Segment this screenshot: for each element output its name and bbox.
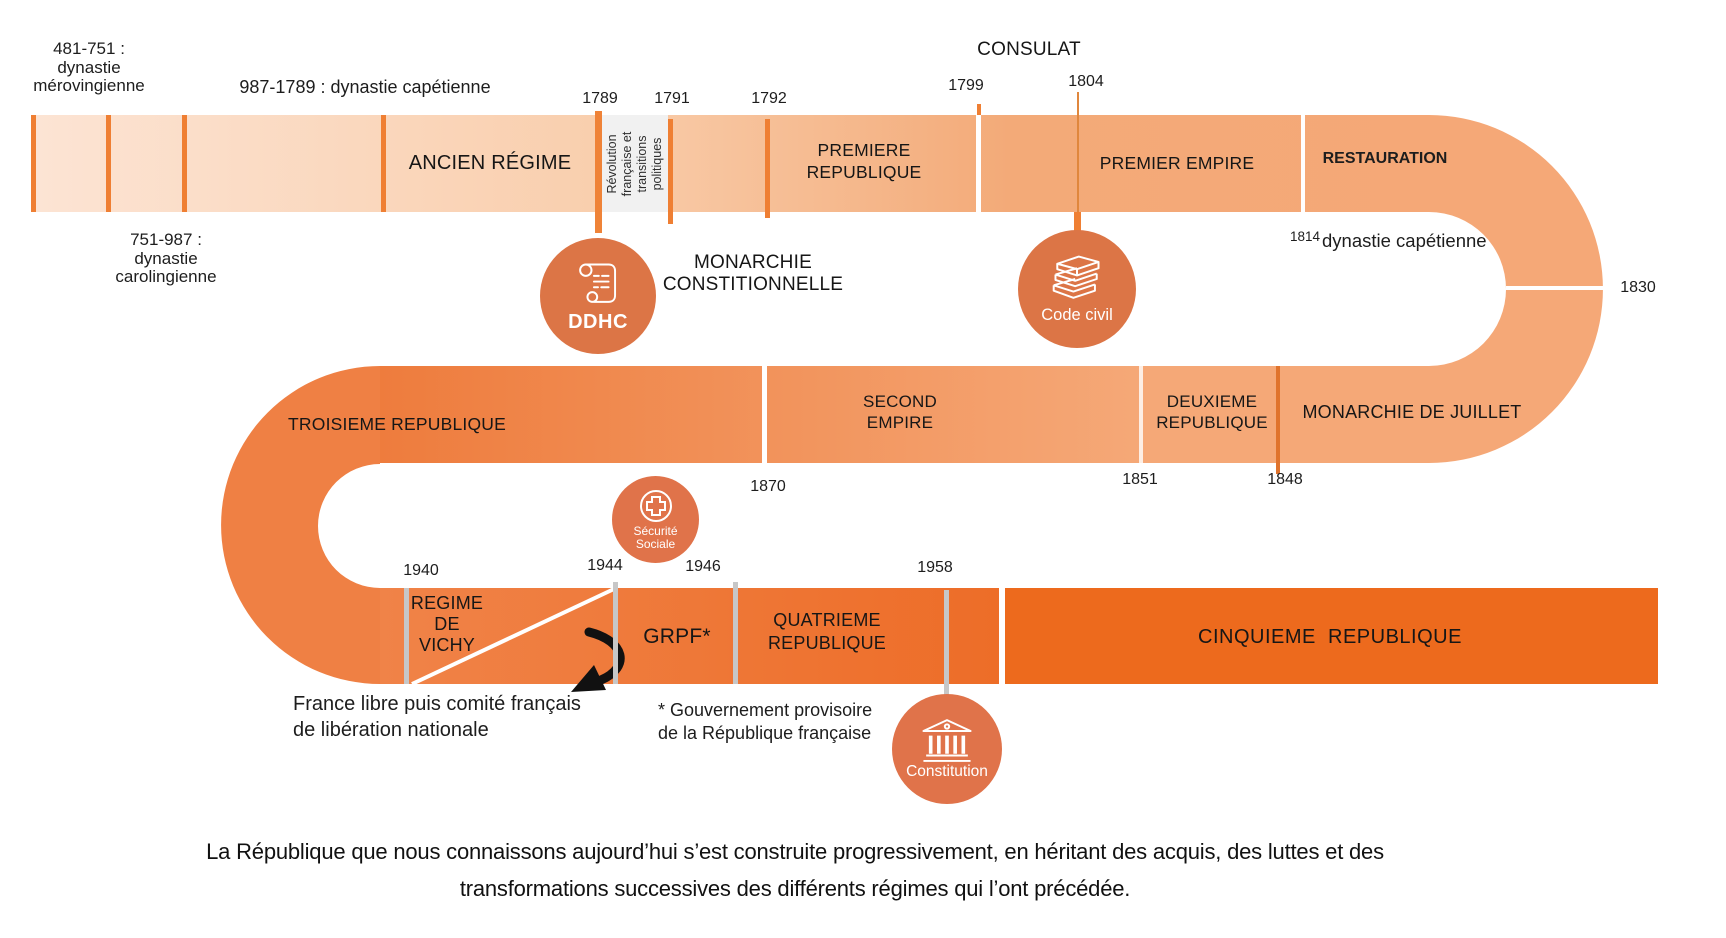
- badge-ddhc: DDHC: [540, 238, 656, 354]
- label-consulat: CONSULAT: [977, 39, 1081, 60]
- tick-1799-stub: [977, 104, 981, 115]
- cinquieme-band: [1005, 588, 1658, 684]
- note-gouvernement-provisoire: * Gouvernement provisoire de la Républiq…: [658, 700, 873, 744]
- bottom-band: [380, 588, 999, 684]
- books-icon: [1044, 253, 1110, 305]
- label-second-empire: SECOND EMPIRE: [863, 392, 937, 433]
- badge-securite-sociale-label: Sécurité Sociale: [633, 523, 678, 551]
- caption: La République que nous connaissons aujou…: [206, 839, 1384, 902]
- year-1799: 1799: [948, 77, 984, 94]
- vichy-diagonal-divider: [411, 587, 615, 686]
- tick-1870: [762, 366, 767, 478]
- label-cinquieme-republique: CINQUIEME REPUBLIQUE: [1198, 626, 1462, 648]
- badge-constitution: Constitution: [892, 694, 1002, 804]
- label-deuxieme-republique: DEUXIEME REPUBLIQUE: [1156, 392, 1268, 433]
- label-monarchie-constitutionnelle: MONARCHIE CONSTITIONNELLE: [662, 252, 844, 296]
- badge-code-civil-label: Code civil: [1041, 306, 1113, 325]
- label-revolution-vertical: Révolution française et transitions poli…: [604, 131, 665, 197]
- gap-1830: [1506, 286, 1606, 290]
- year-1814: 1814: [1289, 229, 1321, 244]
- tick-ancien-regime-start: [381, 115, 386, 212]
- scroll-icon: [572, 258, 624, 310]
- tick-1848: [1276, 366, 1280, 474]
- label-regime-de-vichy: REGIME DE VICHY: [410, 593, 484, 656]
- label-restauration: RESTAURATION: [1322, 150, 1448, 167]
- left-curve-band: [221, 366, 380, 684]
- tick-1792: [765, 119, 770, 218]
- tick-1851: [1139, 366, 1143, 470]
- revolution-block: [601, 115, 668, 212]
- label-grpf: GRPF*: [643, 625, 711, 648]
- middle-band: [380, 366, 1429, 463]
- year-1958: 1958: [917, 559, 953, 576]
- label-quatrieme-republique: QUATRIEME REPUBLIQUE: [767, 610, 887, 654]
- tick-1946: [733, 582, 738, 684]
- note-france-libre: France libre puis comité français de lib…: [293, 693, 581, 741]
- era-capetienne-1814: dynastie capétienne: [1322, 230, 1487, 251]
- tick-751: [106, 115, 111, 212]
- label-premiere-republique: PREMIERE REPUBLIQUE: [806, 140, 922, 182]
- year-1830: 1830: [1620, 279, 1656, 296]
- label-monarchie-de-juillet: MONARCHIE DE JUILLET: [1302, 402, 1522, 422]
- tick-1791: [668, 119, 673, 224]
- year-1946: 1946: [685, 558, 721, 575]
- tick-1958: [944, 590, 949, 696]
- top-band: [33, 115, 1429, 212]
- year-1944: 1944: [587, 557, 623, 574]
- year-1789: 1789: [582, 90, 618, 107]
- badge-code-civil: Code civil: [1018, 230, 1136, 348]
- year-1804: 1804: [1068, 73, 1104, 90]
- year-1791: 1791: [654, 90, 690, 107]
- tick-481: [31, 115, 36, 212]
- medical-cross-icon: [639, 489, 673, 523]
- year-1792: 1792: [751, 90, 787, 107]
- badge-ddhc-label: DDHC: [568, 311, 628, 334]
- label-troisieme-republique: TROISIEME REPUBLIQUE: [288, 414, 506, 434]
- label-ancien-regime: ANCIEN RÉGIME: [408, 152, 572, 174]
- tick-1944: [613, 582, 618, 684]
- badge-securite-sociale: Sécurité Sociale: [612, 476, 699, 563]
- label-premier-empire: PREMIER EMPIRE: [1099, 153, 1255, 173]
- year-1848: 1848: [1267, 471, 1303, 488]
- year-1940: 1940: [403, 562, 439, 579]
- era-capetienne: 987-1789 : dynastie capétienne: [239, 77, 491, 97]
- tick-1804-stub: [1074, 212, 1081, 235]
- era-merovingienne: 481-751 : dynastie mérovingienne: [33, 39, 145, 96]
- tick-987: [182, 115, 187, 212]
- separator-restauration: [1301, 115, 1305, 212]
- gap-1958-cinquieme: [999, 588, 1005, 684]
- year-1851: 1851: [1122, 471, 1158, 488]
- tick-1940: [404, 588, 409, 684]
- tick-1804-line: [1077, 92, 1079, 212]
- tick-1799-gap: [976, 115, 981, 212]
- france-libre-arrow: [571, 627, 625, 692]
- badge-constitution-label: Constitution: [906, 762, 988, 780]
- year-1870: 1870: [750, 478, 786, 495]
- era-carolingienne: 751-987 : dynastie carolingienne: [115, 230, 217, 287]
- tick-1789: [595, 111, 602, 233]
- temple-icon: [918, 718, 976, 764]
